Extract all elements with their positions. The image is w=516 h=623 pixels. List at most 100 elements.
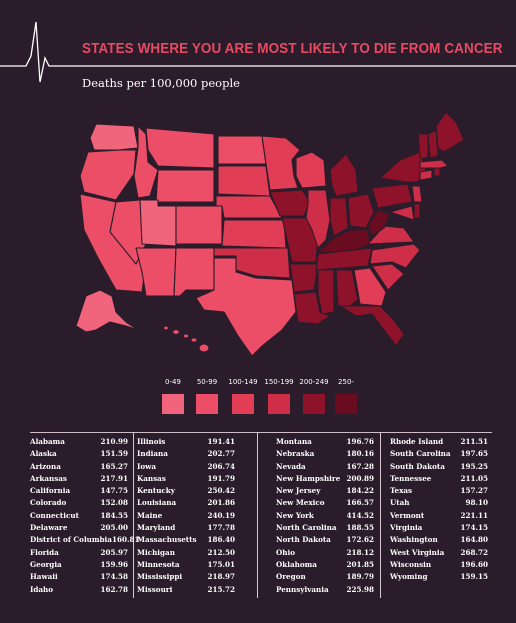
state-colorado xyxy=(175,205,223,245)
death-rate-value: 210.99 xyxy=(100,437,128,446)
state-west-virginia xyxy=(367,209,391,237)
legend-label: 0-49 xyxy=(165,378,181,386)
state-vermont xyxy=(417,133,429,159)
table-row: Florida 205.97 xyxy=(30,547,128,559)
state-alaska xyxy=(75,289,139,333)
state-name: Indiana xyxy=(137,449,168,459)
state-south-carolina xyxy=(371,263,405,291)
death-rate-value: 175.01 xyxy=(207,559,235,569)
state-wyoming xyxy=(155,169,215,203)
state-indiana xyxy=(329,197,349,237)
table-row: Pennsylvania 225.98 xyxy=(276,584,374,596)
state-rhode-island xyxy=(433,167,441,177)
table-row: New Hampshire 200.89 xyxy=(276,473,374,485)
death-rate-value: 197.65 xyxy=(460,449,488,459)
state-name: North Dakota xyxy=(276,535,331,545)
death-rate-value: 218.12 xyxy=(346,547,374,557)
death-rate-value: 201.86 xyxy=(207,498,235,508)
table-row: Vermont 221.11 xyxy=(390,510,488,522)
table-row: Montana 196.76 xyxy=(276,436,374,448)
state-name: North Carolina xyxy=(276,523,337,533)
table-row: Rhode Island 211.51 xyxy=(390,436,488,448)
death-rate-value: 206.74 xyxy=(207,461,235,471)
table-row: Iowa 206.74 xyxy=(137,461,235,473)
state-name: California xyxy=(30,486,71,496)
legend-item-1: 50-99 xyxy=(190,378,224,414)
state-name: Florida xyxy=(30,547,59,557)
table-row: North Carolina 188.55 xyxy=(276,522,374,534)
state-name: Iowa xyxy=(137,461,157,471)
state-name: Minnesota xyxy=(137,559,180,569)
state-name: Missouri xyxy=(137,584,173,594)
state-name: Michigan xyxy=(137,547,175,557)
death-rate-value: 200.89 xyxy=(346,473,374,483)
table-row: Oregon 189.79 xyxy=(276,571,374,583)
death-rate-value: 211.05 xyxy=(460,473,488,483)
state-delaware xyxy=(413,203,421,219)
table-row: Arizona 165.27 xyxy=(30,461,128,473)
death-rate-value: 165.27 xyxy=(100,461,128,471)
state-ohio xyxy=(347,193,375,229)
death-rate-value: 167.28 xyxy=(346,461,374,471)
death-rate-value: 202.77 xyxy=(207,449,235,459)
state-north-dakota xyxy=(217,135,267,165)
death-rate-value: 174.15 xyxy=(460,523,488,533)
table-row: Kansas 191.79 xyxy=(137,473,235,485)
table-top-rule xyxy=(30,432,492,433)
state-illinois xyxy=(305,189,331,249)
death-rate-value: 188.55 xyxy=(346,523,374,533)
state-name: Maine xyxy=(137,510,163,520)
state-name: Texas xyxy=(390,486,413,496)
legend-swatch xyxy=(162,394,184,414)
table-row: Nevada 167.28 xyxy=(276,461,374,473)
death-rate-value: 268.72 xyxy=(460,547,488,557)
death-rate-value: 191.41 xyxy=(207,437,235,446)
table-row: Connecticut 184.55 xyxy=(30,510,128,522)
state-name: Vermont xyxy=(390,510,425,520)
death-rate-value: 174.58 xyxy=(100,572,128,582)
state-alabama xyxy=(335,269,359,307)
column-divider xyxy=(257,432,258,598)
table-row: Hawaii 174.58 xyxy=(30,571,128,583)
state-name: Alabama xyxy=(30,437,65,446)
state-idaho xyxy=(133,125,159,199)
table-row: Alaska 151.59 xyxy=(30,448,128,460)
table-row: Colorado 152.08 xyxy=(30,497,128,509)
death-rate-value: 177.78 xyxy=(207,523,235,533)
table-column: Alabama 210.99 Alaska 151.59 Arizona 165.27 Ar… xyxy=(30,436,139,596)
legend-item-3: 150-199 xyxy=(262,378,296,414)
state-arkansas xyxy=(289,263,319,293)
state-name: Ohio xyxy=(276,547,296,557)
death-rate-value: 205.97 xyxy=(100,547,128,557)
death-rate-value: 201.85 xyxy=(346,559,374,569)
state-name: Wyoming xyxy=(390,572,428,582)
table-row: Illinois 191.41 xyxy=(137,436,235,448)
state-north-carolina xyxy=(369,243,421,269)
state-minnesota xyxy=(261,135,301,191)
table-row: Texas 157.27 xyxy=(390,485,488,497)
state-mississippi xyxy=(317,269,335,315)
state-name: Kansas xyxy=(137,473,166,483)
page-subtitle: Deaths per 100,000 people xyxy=(82,76,240,90)
state-name: New Jersey xyxy=(276,486,321,496)
column-divider xyxy=(133,432,134,598)
table-row: Michigan 212.50 xyxy=(137,547,235,559)
table-row: South Carolina 197.65 xyxy=(390,448,488,460)
state-name: Oregon xyxy=(276,572,306,582)
state-oregon xyxy=(79,149,137,201)
state-tennessee xyxy=(315,247,373,271)
state-name: Idaho xyxy=(30,584,54,594)
state-name: Virginia xyxy=(390,523,423,533)
death-rate-value: 195.25 xyxy=(460,461,488,471)
death-rate-value: 159.96 xyxy=(100,559,128,569)
table-row: Washington 164.80 xyxy=(390,534,488,546)
state-name: Wisconsin xyxy=(390,559,432,569)
legend-swatch xyxy=(268,394,290,414)
death-rate-value: 98.10 xyxy=(465,498,488,508)
death-rate-value: 191.79 xyxy=(207,473,235,483)
table-row: New Jersey 184.22 xyxy=(276,485,374,497)
state-name: Rhode Island xyxy=(390,437,444,446)
death-rate-value: 159.15 xyxy=(460,572,488,582)
legend-label: 250- xyxy=(338,378,354,386)
table-row: Tennessee 211.05 xyxy=(390,473,488,485)
